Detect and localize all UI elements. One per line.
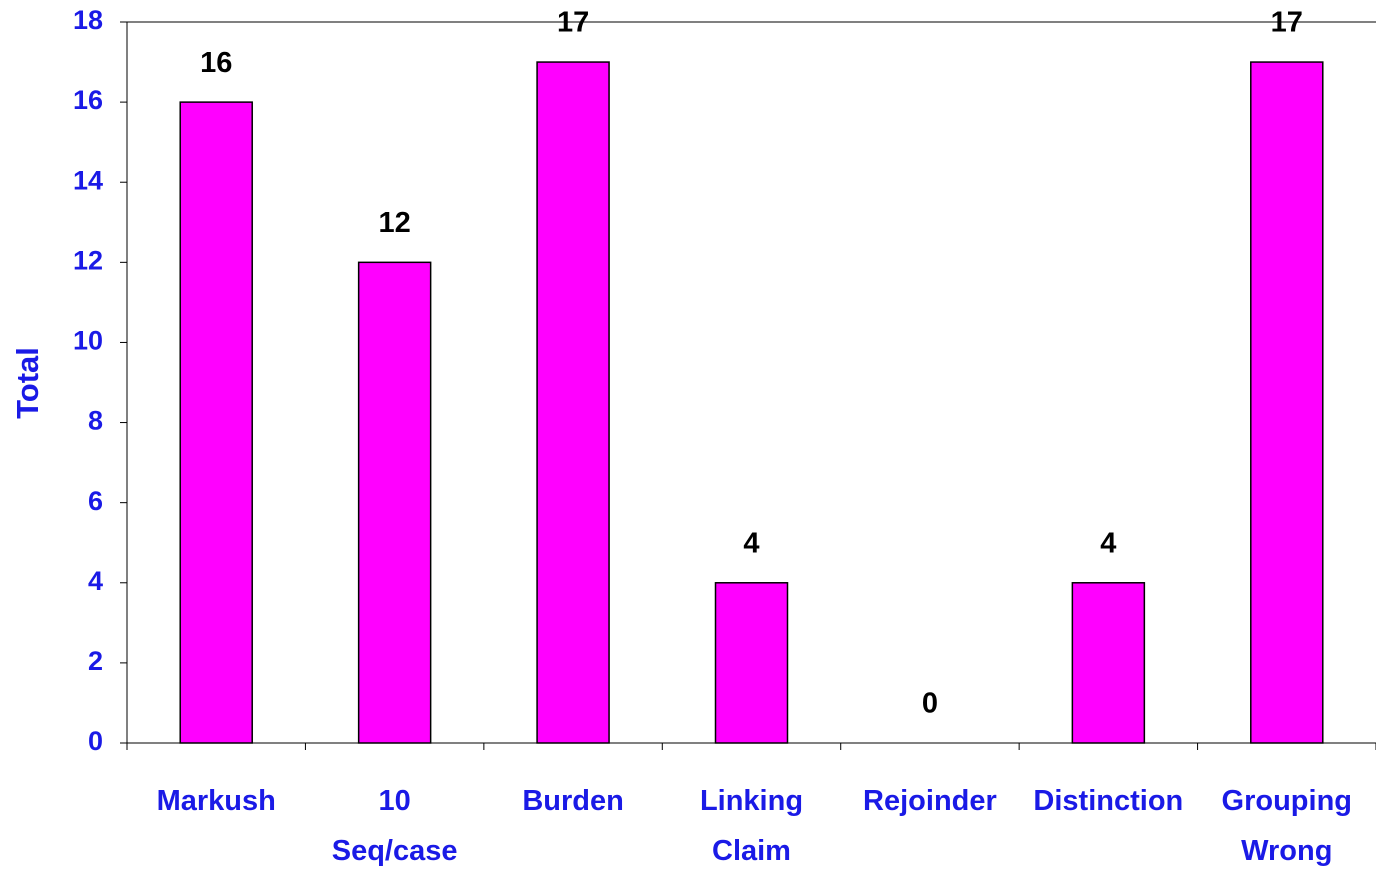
y-tick-label: 16	[73, 85, 103, 115]
value-label: 17	[1271, 7, 1303, 39]
x-tick-label-line: Claim	[712, 835, 791, 867]
value-label: 16	[200, 47, 232, 79]
x-tick-label: Linking Claim	[700, 785, 803, 867]
y-tick-label: 0	[88, 726, 103, 756]
x-tick-label-line: Linking	[700, 785, 803, 817]
value-label: 0	[922, 688, 938, 720]
y-tick-label: 4	[88, 566, 103, 596]
bar	[357, 261, 432, 744]
x-tick-label-line: 10	[379, 785, 411, 817]
y-tick-label: 10	[73, 326, 103, 356]
bar	[536, 61, 610, 744]
x-tick-label-line: Wrong	[1241, 835, 1332, 867]
x-tick-label-line: Seq/case	[332, 835, 458, 867]
value-label: 12	[379, 207, 411, 239]
x-tick-label: 10 Seq/case	[332, 785, 458, 867]
value-label: 4	[743, 527, 759, 559]
x-tick-label-line: Markush	[157, 785, 276, 817]
value-label: 4	[1100, 527, 1116, 559]
x-tick-label-line: Distinction	[1033, 785, 1183, 817]
value-label: 17	[557, 7, 589, 39]
x-tick-label: Burden	[522, 785, 624, 817]
bar	[179, 101, 253, 744]
x-tick-label-line: Burden	[522, 785, 624, 817]
y-tick-label: 8	[88, 406, 103, 436]
y-tick-label: 2	[88, 646, 103, 676]
bar	[1250, 61, 1324, 744]
y-tick-label: 14	[73, 165, 103, 195]
x-tick-label: Markush	[157, 785, 276, 817]
bar	[714, 582, 789, 744]
y-tick-label: 18	[73, 5, 103, 35]
y-tick-label: 12	[73, 245, 103, 275]
x-tick-label: Grouping Wrong	[1222, 785, 1352, 867]
x-tick-label-line: Grouping	[1222, 785, 1352, 817]
y-tick-label: 6	[88, 486, 103, 516]
y-axis-title: Total	[10, 347, 45, 419]
bar	[1071, 582, 1146, 744]
x-tick-label: Rejoinder	[863, 785, 997, 817]
x-tick-label: Distinction	[1033, 785, 1183, 817]
x-tick-label-line: Rejoinder	[863, 785, 997, 817]
